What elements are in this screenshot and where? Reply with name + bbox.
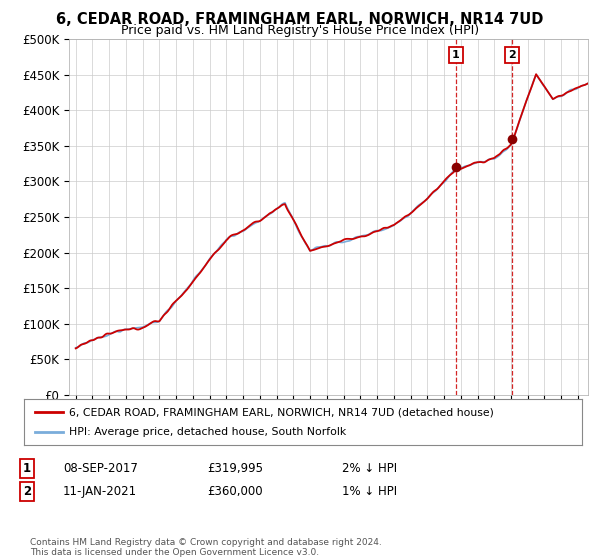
Text: 2: 2: [23, 484, 31, 498]
Text: 1: 1: [23, 462, 31, 475]
Text: Contains HM Land Registry data © Crown copyright and database right 2024.
This d: Contains HM Land Registry data © Crown c…: [30, 538, 382, 557]
Text: 6, CEDAR ROAD, FRAMINGHAM EARL, NORWICH, NR14 7UD: 6, CEDAR ROAD, FRAMINGHAM EARL, NORWICH,…: [56, 12, 544, 27]
Text: 11-JAN-2021: 11-JAN-2021: [63, 484, 137, 498]
Text: 1% ↓ HPI: 1% ↓ HPI: [342, 484, 397, 498]
Text: 2% ↓ HPI: 2% ↓ HPI: [342, 462, 397, 475]
Text: HPI: Average price, detached house, South Norfolk: HPI: Average price, detached house, Sout…: [68, 427, 346, 437]
Text: 6, CEDAR ROAD, FRAMINGHAM EARL, NORWICH, NR14 7UD (detached house): 6, CEDAR ROAD, FRAMINGHAM EARL, NORWICH,…: [68, 407, 494, 417]
Text: 1: 1: [452, 50, 460, 60]
Text: 08-SEP-2017: 08-SEP-2017: [63, 462, 138, 475]
Text: £319,995: £319,995: [207, 462, 263, 475]
Text: 2: 2: [508, 50, 515, 60]
Text: Price paid vs. HM Land Registry's House Price Index (HPI): Price paid vs. HM Land Registry's House …: [121, 24, 479, 36]
Text: £360,000: £360,000: [207, 484, 263, 498]
